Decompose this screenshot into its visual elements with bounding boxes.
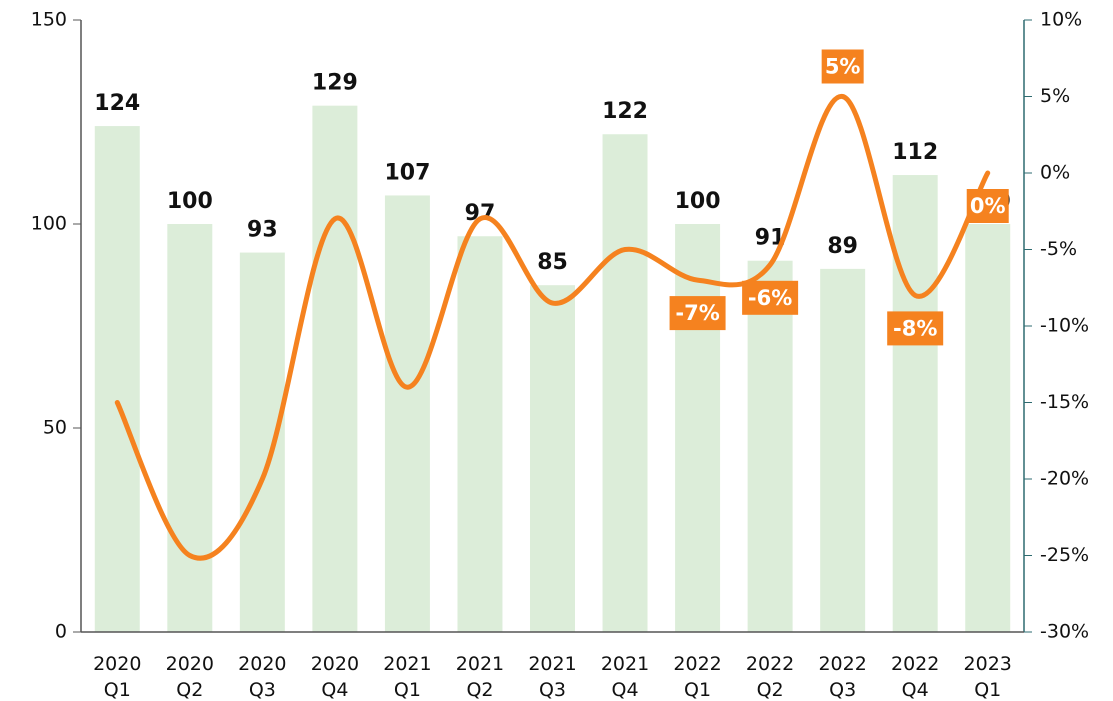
bar: [530, 285, 575, 632]
x-tick-label-line: Q1: [394, 679, 421, 701]
x-tick-label-line: Q1: [104, 679, 131, 701]
x-tick-label-line: 2020: [166, 653, 214, 675]
bar-label: 93: [247, 218, 278, 243]
x-tick-label: 2022 Q1: [673, 653, 721, 701]
bar-label: 107: [384, 160, 430, 185]
y-tick-label: 150: [31, 9, 67, 31]
bar: [747, 260, 793, 632]
bar-label: 97: [465, 201, 496, 226]
x-tick-label-line: 2022: [746, 653, 794, 675]
y2-tick-label: 0%: [1040, 162, 1070, 184]
line-label-box: [887, 311, 944, 346]
line-label: 0%: [970, 194, 1006, 218]
y2-tick-label: -15%: [1040, 391, 1089, 413]
x-tick-label-line: Q2: [176, 679, 203, 701]
bar-label: 100: [167, 189, 213, 214]
x-tick-label: 2020 Q3: [238, 653, 286, 701]
bar-label: 100: [675, 189, 721, 214]
bar: [457, 236, 503, 633]
line: [114, 94, 991, 561]
line-label-box: [966, 189, 1009, 223]
bar-label: 129: [312, 71, 358, 96]
x-tick-label: 2021 Q1: [383, 653, 431, 701]
bar: [892, 175, 938, 633]
bar-label: 89: [827, 234, 858, 259]
x-tick-label: 2021 Q2: [456, 653, 504, 701]
y2-tick-label: -30%: [1040, 621, 1089, 643]
line-label-box: [669, 296, 726, 331]
x-tick-label-line: 2023: [964, 653, 1012, 675]
bar-label: 122: [602, 99, 648, 124]
x-tick-label-line: Q4: [321, 679, 348, 701]
x-tick-label-line: 2021: [383, 653, 431, 675]
x-tick-label-line: Q2: [466, 679, 493, 701]
y2-tick-label: -20%: [1040, 468, 1089, 490]
x-tick-label: 2021 Q3: [528, 653, 576, 701]
y2-tick-label: -5%: [1040, 238, 1077, 260]
x-tick-label: 2023 Q1: [964, 653, 1012, 701]
bar: [94, 126, 140, 632]
bar: [312, 105, 358, 633]
x-tick-label-line: 2022: [818, 653, 866, 675]
x-tick-label-line: Q1: [974, 679, 1001, 701]
bar-label: 124: [94, 91, 140, 116]
y2-tick-label: 10%: [1040, 9, 1082, 31]
bar: [167, 224, 213, 632]
x-tick-label: 2022 Q2: [746, 653, 794, 701]
line-label: -8%: [893, 316, 937, 340]
x-tick-label-line: 2021: [528, 653, 576, 675]
y2-tick-label: 5%: [1040, 85, 1070, 107]
x-tick-label-line: 2022: [891, 653, 939, 675]
x-tick-label-line: 2021: [456, 653, 504, 675]
line-label-box: [821, 49, 864, 84]
bar: [602, 134, 648, 633]
x-tick-label-line: Q2: [757, 679, 784, 701]
y2-tick-label: -25%: [1040, 544, 1089, 566]
x-tick-label: 2020 Q2: [166, 653, 214, 701]
y-tick-label: 0: [55, 621, 67, 643]
x-tick-label-line: 2021: [601, 653, 649, 675]
x-tick-label-line: 2020: [93, 653, 141, 675]
bar: [239, 252, 285, 632]
x-tick-label: 2022 Q3: [818, 653, 866, 701]
y-tick-label: 50: [43, 417, 67, 439]
x-tick-label-line: 2020: [238, 653, 286, 675]
bar-label: 85: [537, 250, 568, 275]
x-tick-label: 2022 Q4: [891, 653, 939, 701]
line-label: -6%: [748, 286, 792, 310]
line-label: 5%: [825, 55, 861, 79]
x-tick-label-line: 2022: [673, 653, 721, 675]
x-tick-label-line: Q3: [539, 679, 566, 701]
x-tick-label-line: Q4: [612, 679, 639, 701]
x-tick-label-line: Q4: [902, 679, 929, 701]
x-tick-label: 2020 Q4: [311, 653, 359, 701]
x-tick-label: 2020 Q1: [93, 653, 141, 701]
bar-label: 112: [892, 140, 938, 165]
x-tick-label-line: Q3: [829, 679, 856, 701]
line-label-box: [742, 280, 799, 315]
line-label: -7%: [675, 301, 719, 325]
x-tick-label-line: Q1: [684, 679, 711, 701]
bar: [820, 268, 866, 632]
x-tick-label-line: Q3: [249, 679, 276, 701]
bar: [384, 195, 430, 632]
x-tick-label: 2021 Q4: [601, 653, 649, 701]
x-tick-label-line: 2020: [311, 653, 359, 675]
y-tick-label: 100: [31, 213, 67, 235]
bar: [965, 224, 1011, 632]
bar: [675, 224, 721, 632]
y2-tick-label: -10%: [1040, 315, 1089, 337]
